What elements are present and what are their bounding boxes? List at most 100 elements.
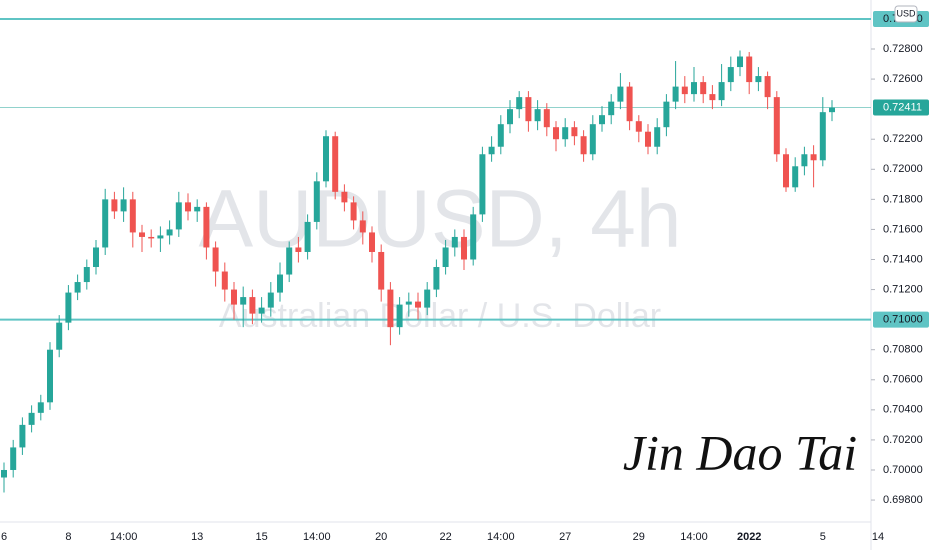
candle-body (415, 301, 421, 308)
candle-body (691, 82, 697, 95)
candle-body (709, 94, 716, 101)
candle-body (258, 307, 265, 314)
candle-body (461, 236, 467, 260)
y-tick-label: 0.70000 (883, 464, 923, 476)
candle-body (56, 322, 63, 350)
y-tick-label: 0.70800 (883, 344, 923, 356)
candle-body (47, 349, 53, 403)
candle-body (580, 136, 587, 155)
candle-body (405, 301, 412, 305)
candle-body (773, 97, 780, 155)
candle-body (718, 82, 725, 101)
last-price-box (873, 99, 929, 116)
candle-body (783, 154, 789, 188)
candle-body (1, 469, 7, 478)
candle-body (111, 199, 118, 212)
candle-body (654, 127, 661, 147)
candle-body (755, 76, 762, 83)
x-tick-label: 14:00 (680, 531, 708, 543)
candle-body (166, 229, 173, 236)
candle-body (764, 76, 771, 98)
candle-body (589, 124, 596, 155)
candle-body (267, 292, 274, 308)
candle-body (617, 86, 624, 102)
candle-body (562, 127, 569, 140)
candle-body (599, 115, 605, 125)
candle-body (129, 199, 136, 233)
x-tick-label: 14:00 (487, 531, 515, 543)
y-tick-label: 0.70400 (883, 404, 923, 416)
candle-body (341, 191, 348, 203)
candle-body (74, 282, 81, 293)
candle-body (645, 131, 651, 147)
x-tick-label: 29 (633, 531, 645, 543)
candle-body (792, 166, 799, 188)
watermark-title: AUDUSD, 4h (198, 174, 681, 265)
candle-body (120, 199, 127, 212)
x-tick-label: 14:00 (303, 531, 331, 543)
candle-body (470, 214, 477, 260)
candle-body (332, 136, 339, 192)
candle-body (672, 86, 679, 102)
candle-body (286, 247, 293, 275)
candle-body (507, 109, 513, 125)
candle-body (157, 235, 164, 239)
x-tick-label: 2022 (737, 531, 761, 543)
candle-body (148, 236, 155, 239)
candle-body (203, 206, 210, 248)
candle-body (553, 127, 559, 140)
x-tick-label: 15 (255, 531, 267, 543)
candle-body (185, 202, 191, 212)
candle-body (497, 124, 504, 147)
candle-body (525, 97, 532, 122)
candle-body (28, 412, 35, 425)
candle-body (681, 86, 688, 95)
candle-body (700, 82, 707, 95)
y-tick-label: 0.72600 (883, 73, 923, 85)
candle-body (277, 274, 283, 293)
x-tick-label: 5 (820, 531, 826, 543)
candle-body (369, 232, 375, 252)
x-tick-label: 6 (1, 531, 7, 543)
x-tick-label: 27 (559, 531, 571, 543)
y-tick-label: 0.72800 (883, 43, 923, 55)
candle-body (240, 297, 247, 305)
candle-body (829, 107, 835, 113)
currency-badge (894, 5, 918, 23)
candle-body (359, 220, 366, 233)
candle-body (323, 136, 329, 182)
candle-body (727, 67, 734, 83)
candle-body (626, 86, 633, 122)
x-tick-label: 20 (375, 531, 387, 543)
watermark-subtitle: Australian Dollar / U.S. Dollar (219, 297, 661, 335)
candle-body (451, 236, 458, 248)
last-price-label: 0.72411 (883, 101, 922, 113)
level-box (873, 311, 929, 328)
x-tick-label: 22 (439, 531, 451, 543)
candle-body (387, 289, 394, 328)
level-label: 0.71000 (883, 314, 923, 326)
candle-body (212, 247, 219, 272)
x-tick-label: 8 (65, 531, 71, 543)
candle-body (10, 447, 17, 470)
candle-body (194, 206, 201, 212)
y-tick-label: 0.71400 (883, 253, 923, 265)
candle-body (350, 202, 357, 221)
candle-body (221, 271, 228, 290)
candle-body (102, 199, 109, 248)
y-tick-label: 0.70600 (883, 374, 923, 386)
x-tick-label: 14:00 (110, 531, 138, 543)
candle-body (534, 109, 541, 122)
signature: Jin Dao Tai (623, 424, 857, 480)
candle-body (442, 247, 449, 268)
candle-body (175, 202, 182, 230)
y-tick-label: 0.71200 (883, 283, 923, 295)
candle-body (433, 267, 440, 290)
y-tick-label: 0.70200 (883, 434, 923, 446)
candle-body (571, 127, 578, 137)
candle-body (737, 56, 743, 68)
candle-body (139, 232, 145, 237)
y-tick-label: 0.71800 (883, 193, 923, 205)
plot (0, 17, 871, 493)
